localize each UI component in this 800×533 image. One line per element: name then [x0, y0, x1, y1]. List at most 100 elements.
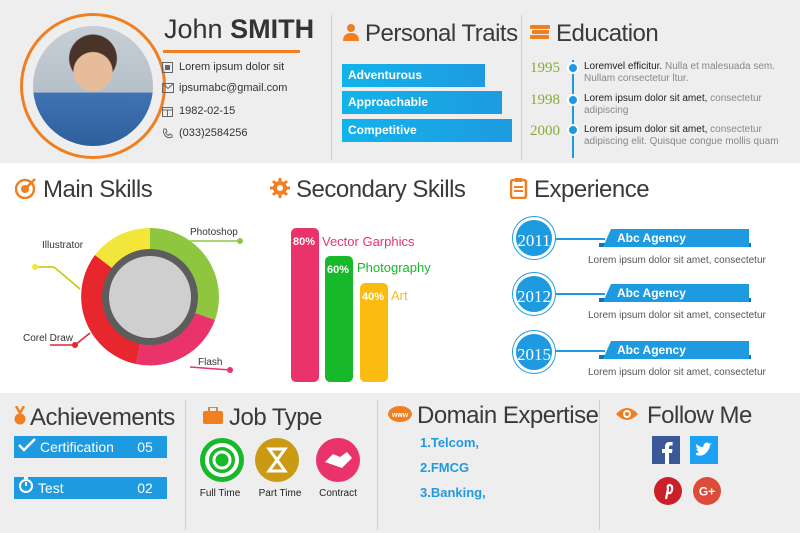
- contact-address: Lorem ipsum dolor sit: [162, 61, 284, 73]
- education-entry: Lorem ipsum dolor sit amet, consectetur …: [584, 93, 794, 117]
- education-entry: Loremvel efficitur. Nulla et malesuada s…: [584, 61, 794, 85]
- main-skills-header: Main Skills: [14, 176, 153, 204]
- timeline-dot: [567, 94, 579, 106]
- trait-adventurous: Adventurous: [342, 64, 485, 87]
- gear-icon: [270, 177, 290, 203]
- achievement-test: Test 02: [14, 477, 167, 499]
- profile-name: John SMITH: [164, 14, 314, 45]
- bar-percent: 40%: [362, 291, 385, 303]
- secondary-skills-header: Secondary Skills: [270, 176, 466, 204]
- follow-header: Follow Me: [615, 402, 752, 430]
- achievements-header: Achievements: [14, 404, 175, 432]
- contact-email: ipsumabc@gmail.com: [162, 82, 287, 94]
- achievement-value: 05: [137, 439, 153, 455]
- donut-center: [109, 256, 191, 338]
- bar-vector-graphics: [291, 228, 319, 382]
- pinterest-icon[interactable]: [654, 477, 682, 505]
- google-plus-icon[interactable]: G+: [693, 477, 721, 505]
- stopwatch-icon: [18, 477, 34, 499]
- divider: [185, 400, 186, 530]
- domain-title: Domain Expertise: [417, 402, 599, 429]
- medal-icon: [14, 404, 26, 431]
- education-year: 1995: [530, 60, 560, 76]
- experience-year: 2015: [513, 331, 555, 373]
- address-text: Lorem ipsum dolor sit: [179, 61, 285, 73]
- bar-percent: 60%: [327, 264, 350, 276]
- experience-company: Abc Agency: [603, 341, 749, 359]
- skill-label-photoshop: Photoshop: [190, 227, 238, 238]
- profile-photo: [33, 26, 153, 146]
- handshake-icon: [316, 438, 360, 482]
- person-icon: [343, 23, 359, 46]
- trait-competitive: Competitive: [342, 119, 512, 142]
- education-year: 2000: [530, 123, 560, 139]
- experience-company: Abc Agency: [603, 284, 749, 302]
- www-icon: www: [387, 405, 413, 428]
- bar-label: Vector Garphics: [322, 234, 415, 249]
- email-text[interactable]: ipsumabc@gmail.com: [179, 82, 288, 94]
- name-underline: [163, 50, 300, 53]
- envelope-icon: [162, 82, 174, 94]
- experience-connector: [555, 350, 605, 352]
- first-name: John: [164, 14, 223, 44]
- bar-art: [360, 283, 388, 382]
- experience-header: Experience: [509, 176, 650, 204]
- facebook-icon[interactable]: [652, 436, 680, 464]
- traits-header: Personal Traits: [343, 20, 518, 48]
- job-type-title: Job Type: [229, 404, 322, 431]
- achievements-title: Achievements: [30, 404, 175, 431]
- education-timeline: [572, 60, 574, 158]
- education-title: Education: [556, 20, 659, 47]
- experience-desc: Lorem ipsum dolor sit amet, consectetur: [588, 367, 766, 378]
- education-entry-text: consectetur adipiscing elit. Quisque con…: [584, 124, 779, 147]
- experience-year: 2011: [513, 217, 555, 259]
- education-entry-bold: Loremvel efficitur.: [584, 61, 663, 72]
- achievement-certification: Certification 05: [14, 436, 167, 458]
- bar-percent: 80%: [293, 236, 316, 248]
- job-label-part-time: Part Time: [258, 488, 302, 499]
- achievement-label: Test: [38, 480, 64, 496]
- main-skills-donut: [32, 227, 243, 373]
- skill-label-corel-draw: Corel Draw: [23, 333, 74, 344]
- check-icon: [18, 436, 36, 458]
- domain-header: www Domain Expertise: [387, 402, 599, 430]
- books-icon: [530, 24, 550, 45]
- bar-label: Photography: [357, 260, 431, 275]
- divider: [599, 400, 600, 530]
- education-entry: Lorem ipsum dolor sit amet, consectetur …: [584, 124, 794, 148]
- last-name: SMITH: [230, 14, 315, 44]
- education-entry-bold: Lorem ipsum dolor sit amet,: [584, 124, 708, 135]
- divider: [377, 400, 378, 530]
- skill-label-flash: Flash: [198, 357, 223, 368]
- svg-text:G+: G+: [699, 485, 715, 499]
- birthdate-text: 1982-02-15: [179, 105, 236, 117]
- skill-label-illustrator: Illustrator: [42, 240, 84, 251]
- profile-photo-frame: [20, 13, 166, 159]
- svg-text:www: www: [391, 412, 409, 419]
- job-label-full-time: Full Time: [199, 488, 241, 499]
- address-card-icon: [162, 61, 173, 73]
- twitter-icon[interactable]: [690, 436, 718, 464]
- experience-connector: [555, 293, 605, 295]
- experience-title: Experience: [534, 176, 650, 203]
- briefcase-icon: [203, 405, 223, 430]
- divider: [331, 15, 332, 160]
- clipboard-icon: [509, 177, 528, 204]
- job-label-contract: Contract: [319, 488, 357, 499]
- bar-photography: [325, 256, 353, 382]
- timeline-dot: [567, 62, 579, 74]
- education-year: 1998: [530, 92, 560, 108]
- education-header: Education: [530, 20, 659, 48]
- divider: [521, 15, 522, 160]
- bar-label: Art: [391, 288, 408, 303]
- experience-company: Abc Agency: [603, 229, 749, 247]
- experience-desc: Lorem ipsum dolor sit amet, consectetur: [588, 310, 766, 321]
- secondary-skills-title: Secondary Skills: [296, 176, 466, 203]
- timeline-dot: [567, 124, 579, 136]
- experience-connector: [555, 238, 605, 240]
- domain-item: 2.FMCG: [420, 460, 470, 475]
- education-entry-text: Nulla et malesuada sem. Nullam consectet…: [584, 61, 776, 84]
- domain-item: 1.Telcom,: [420, 435, 480, 450]
- achievement-label: Certification: [40, 439, 114, 455]
- eye-icon: [615, 406, 639, 427]
